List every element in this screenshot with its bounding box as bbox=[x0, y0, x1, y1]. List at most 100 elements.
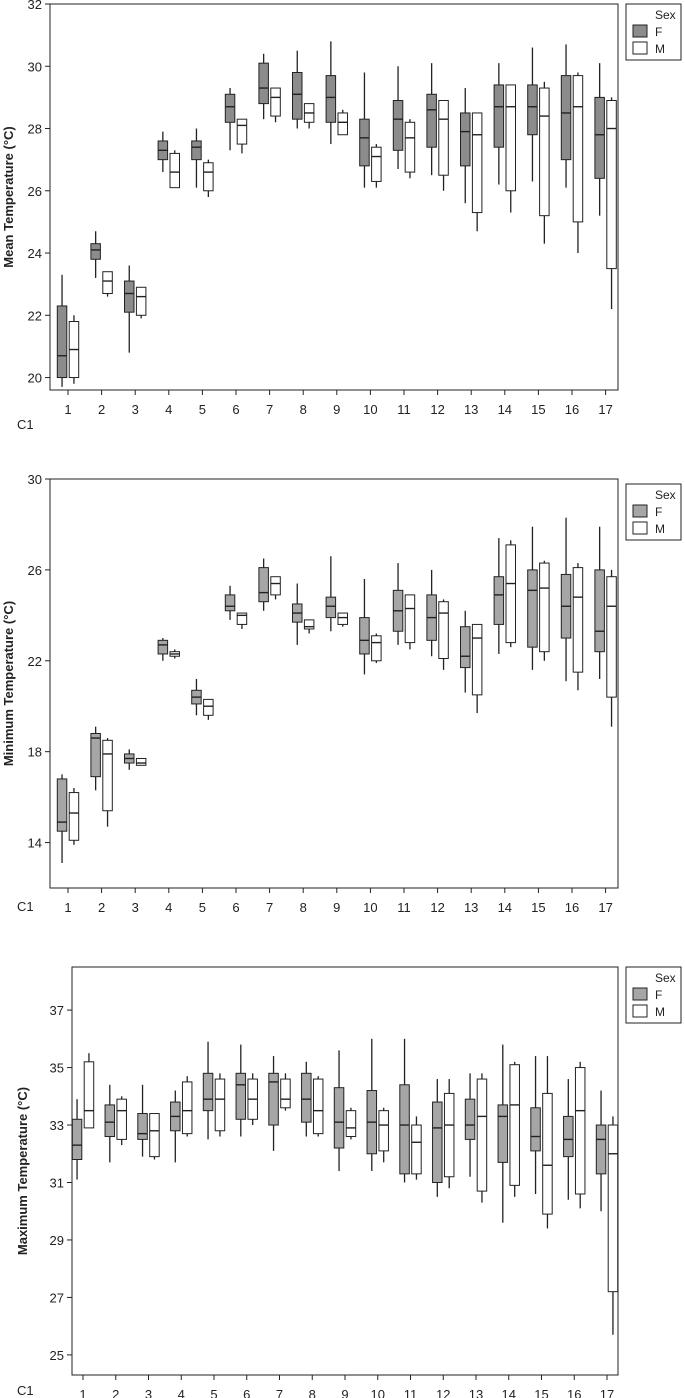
box-iqr bbox=[337, 612, 348, 625]
y-tick-label: 28 bbox=[28, 122, 42, 137]
x-tick-label: 13 bbox=[464, 402, 478, 417]
box-iqr bbox=[56, 305, 68, 379]
box-iqr bbox=[563, 1115, 574, 1158]
x-tick-label: 1 bbox=[79, 1387, 86, 1398]
box-iqr bbox=[392, 100, 404, 151]
box-female bbox=[191, 128, 202, 188]
x-tick-label: 4 bbox=[178, 1387, 185, 1398]
box-iqr bbox=[460, 626, 471, 669]
box-male bbox=[203, 698, 214, 720]
y-axis-label: Mean Temperature (°C) bbox=[1, 126, 16, 267]
box-iqr bbox=[157, 639, 169, 655]
x-tick-label: 5 bbox=[199, 900, 206, 915]
box-iqr bbox=[432, 1101, 443, 1183]
y-tick-label: 29 bbox=[50, 1233, 64, 1248]
box-male bbox=[443, 1079, 455, 1189]
box-male bbox=[280, 1073, 291, 1111]
box-male bbox=[505, 540, 516, 648]
x-tick-label: 10 bbox=[363, 900, 377, 915]
box-female bbox=[527, 47, 538, 182]
x-tick-label: 6 bbox=[232, 402, 239, 417]
x-tick-label: 15 bbox=[534, 1387, 548, 1398]
boxplot-marks bbox=[56, 41, 617, 387]
x-tick-label: 9 bbox=[333, 900, 340, 915]
box-female bbox=[325, 41, 337, 145]
x-tick-label: 17 bbox=[600, 1387, 614, 1398]
legend: Sex FM bbox=[625, 966, 682, 1024]
box-iqr bbox=[214, 1078, 226, 1132]
y-axis: 20 22 24 26 28 30 32 bbox=[28, 0, 50, 386]
box-iqr bbox=[527, 569, 538, 648]
legend-label-female: F bbox=[655, 988, 662, 1002]
y-tick-label: 31 bbox=[50, 1175, 64, 1190]
legend-title: Sex bbox=[655, 971, 676, 985]
box-male bbox=[411, 1116, 422, 1180]
box-male bbox=[371, 144, 382, 188]
box-iqr bbox=[404, 594, 416, 644]
box-female bbox=[124, 749, 135, 770]
box-iqr bbox=[135, 757, 147, 766]
box-male bbox=[404, 594, 416, 650]
box-female bbox=[124, 265, 135, 353]
box-male bbox=[149, 1113, 160, 1160]
box-female bbox=[292, 50, 303, 129]
box-female bbox=[258, 558, 269, 611]
box-iqr bbox=[606, 576, 617, 698]
box-iqr bbox=[411, 1124, 422, 1175]
box-male bbox=[68, 315, 80, 384]
y-tick-label: 33 bbox=[50, 1118, 64, 1133]
x-tick-label: 1 bbox=[64, 402, 71, 417]
box-male bbox=[236, 612, 248, 629]
boxplot-marks bbox=[71, 1038, 619, 1335]
box-iqr bbox=[460, 112, 471, 167]
box-iqr bbox=[438, 601, 449, 660]
box-iqr bbox=[137, 1113, 148, 1140]
box-female bbox=[56, 774, 68, 864]
x-tick-label: 12 bbox=[436, 1387, 450, 1398]
box-iqr bbox=[560, 75, 572, 161]
box-female bbox=[464, 1073, 476, 1177]
x-tick-label: 10 bbox=[363, 402, 377, 417]
boxplot-marks bbox=[56, 517, 617, 864]
box-male bbox=[606, 569, 617, 727]
legend-swatch-female bbox=[632, 24, 648, 38]
box-iqr bbox=[594, 96, 605, 179]
x-axis: 1 2 3 4 5 6 7 8 9 10 11 12 13 14 15 16 17 bbox=[64, 888, 613, 915]
y-tick-label: 26 bbox=[28, 184, 42, 199]
box-iqr bbox=[102, 271, 113, 295]
box-male bbox=[337, 109, 348, 136]
legend-label-female: F bbox=[655, 25, 662, 39]
x-tick-label: 5 bbox=[210, 1387, 217, 1398]
box-iqr bbox=[104, 1104, 116, 1138]
box-iqr bbox=[90, 732, 101, 778]
box-iqr bbox=[270, 576, 281, 596]
y-tick-label: 27 bbox=[50, 1290, 64, 1305]
y-tick-label: 30 bbox=[28, 59, 42, 74]
box-iqr bbox=[438, 100, 449, 176]
y-axis: 14 18 22 26 30 bbox=[28, 472, 50, 851]
box-iqr bbox=[280, 1078, 291, 1109]
legend-swatch-female bbox=[632, 504, 648, 518]
legend-swatch-male bbox=[632, 41, 648, 55]
box-iqr bbox=[464, 1098, 476, 1140]
x-tick-label: 9 bbox=[341, 1387, 348, 1398]
box-iqr bbox=[71, 1118, 83, 1161]
plot-frame bbox=[49, 478, 619, 889]
box-iqr bbox=[443, 1092, 455, 1178]
x-tick-label: 14 bbox=[498, 900, 512, 915]
box-iqr bbox=[135, 286, 147, 316]
box-male bbox=[378, 1107, 389, 1163]
box-male bbox=[135, 286, 147, 319]
x-tick-label: 13 bbox=[469, 1387, 483, 1398]
box-male bbox=[214, 1073, 226, 1137]
box-female bbox=[202, 1041, 214, 1140]
box-male bbox=[539, 560, 550, 661]
x-tick-label: 11 bbox=[397, 900, 411, 915]
box-male bbox=[476, 1073, 488, 1203]
box-male bbox=[169, 150, 180, 189]
box-female bbox=[157, 131, 169, 173]
box-male bbox=[270, 87, 281, 123]
box-female bbox=[594, 63, 605, 216]
x-tick-label: 1 bbox=[64, 900, 71, 915]
